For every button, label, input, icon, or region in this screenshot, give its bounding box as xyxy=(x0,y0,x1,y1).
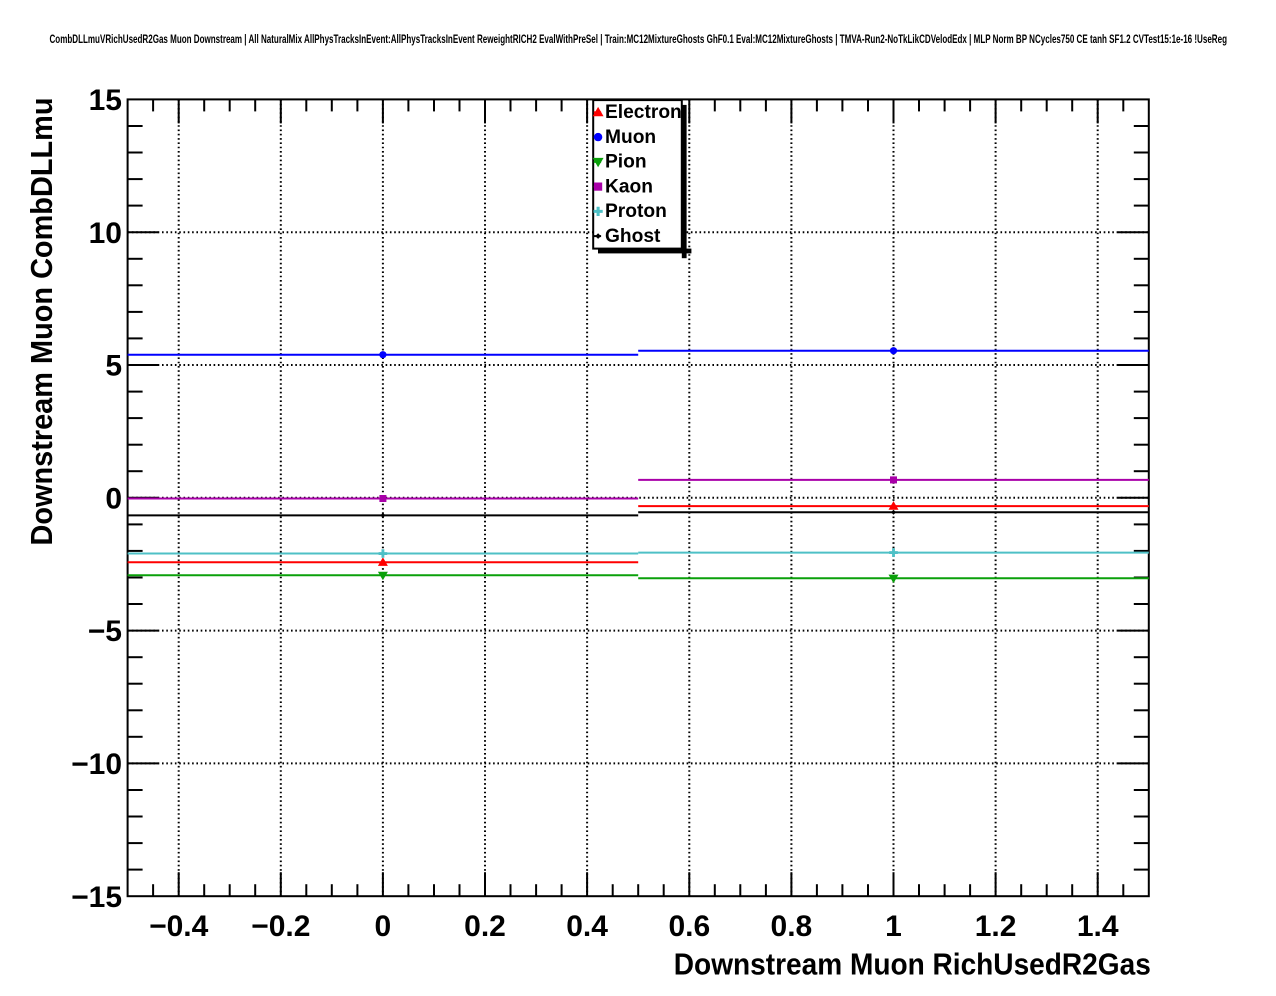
svg-text:−0.4: −0.4 xyxy=(149,910,209,943)
svg-text:0.2: 0.2 xyxy=(464,910,506,943)
svg-text:Ghost: Ghost xyxy=(605,226,661,247)
svg-text:Downstream Muon RichUsedR2Gas: Downstream Muon RichUsedR2Gas xyxy=(674,948,1151,982)
svg-text:Downstream Muon CombDLLmu: Downstream Muon CombDLLmu xyxy=(25,98,59,546)
svg-text:0.8: 0.8 xyxy=(771,910,813,943)
svg-text:−10: −10 xyxy=(71,748,122,781)
svg-text:15: 15 xyxy=(89,84,122,117)
svg-text:Pion: Pion xyxy=(605,152,647,173)
svg-text:Electron: Electron xyxy=(605,102,682,123)
svg-text:Proton: Proton xyxy=(605,201,667,222)
svg-text:CombDLLmuVRichUsedR2Gas Muon D: CombDLLmuVRichUsedR2Gas Muon Downstream … xyxy=(50,33,1228,46)
svg-text:0: 0 xyxy=(105,482,122,515)
svg-text:1.2: 1.2 xyxy=(975,910,1017,943)
svg-text:5: 5 xyxy=(105,350,122,383)
svg-text:−5: −5 xyxy=(88,615,122,648)
svg-text:Kaon: Kaon xyxy=(605,176,653,197)
svg-text:0.6: 0.6 xyxy=(668,910,710,943)
svg-text:1: 1 xyxy=(885,910,902,943)
svg-text:0.4: 0.4 xyxy=(566,910,608,943)
svg-text:−0.2: −0.2 xyxy=(251,910,310,943)
svg-text:0: 0 xyxy=(375,910,392,943)
svg-text:10: 10 xyxy=(89,217,122,250)
svg-text:−15: −15 xyxy=(71,881,122,914)
svg-text:Muon: Muon xyxy=(605,127,656,148)
svg-text:1.4: 1.4 xyxy=(1077,910,1119,943)
